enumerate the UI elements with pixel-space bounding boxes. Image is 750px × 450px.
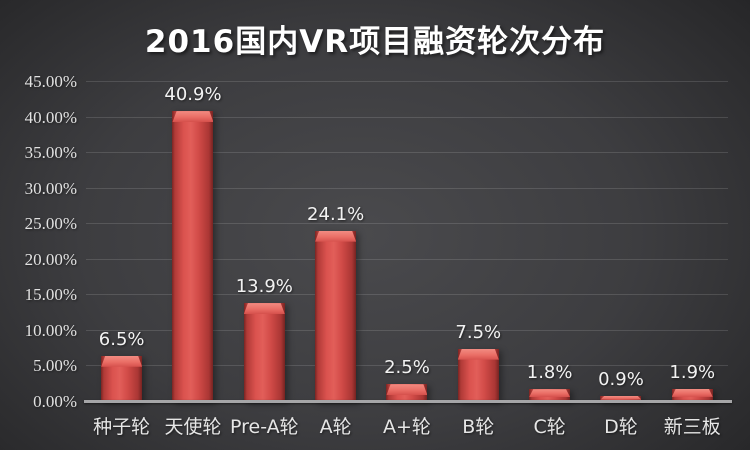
bar: 1.9% <box>669 362 715 402</box>
gridline <box>86 258 728 260</box>
plot-area: 0.00% 5.00% 10.00% 15.00% 20.00% 25.00% 30.00%… <box>25 72 732 438</box>
bar-top-bevel <box>386 384 428 396</box>
y-axis-tick-label: 10.00% <box>24 320 77 340</box>
y-axis-tick-label: 25.00% <box>24 214 77 234</box>
gridline <box>86 365 728 367</box>
y-axis-tick-label: 45.00% <box>24 72 77 91</box>
x-axis-category-label: A+轮 <box>383 416 431 438</box>
bar: 6.5% <box>99 329 145 402</box>
bar-top-bevel <box>243 303 285 315</box>
bar: 2.5% <box>384 357 430 402</box>
y-axis-tick-label: 30.00% <box>24 178 77 198</box>
x-axis-category-label: Pre-A轮 <box>229 416 299 438</box>
y-axis-tick-label: 40.00% <box>24 107 77 127</box>
bar-top-bevel <box>600 395 642 400</box>
bar: 13.9% <box>236 276 293 402</box>
x-axis-category-label: D轮 <box>604 416 638 438</box>
bar: 0.9% <box>598 369 644 402</box>
x-axis-category-label: A轮 <box>319 416 352 438</box>
bar-series: 6.5% 40.9% 13.9% 24.1% 2.5% 7.5% 1.8% 0.9% 1.9% <box>86 82 728 402</box>
gridline <box>86 329 728 331</box>
bar-top-bevel <box>101 355 143 367</box>
bar: 40.9% <box>164 84 222 402</box>
bar-value-label: 1.9% <box>669 361 716 383</box>
gridline <box>86 81 728 82</box>
x-axis-category-label: 天使轮 <box>164 416 222 438</box>
gridline <box>86 223 728 225</box>
x-axis-category-label: B轮 <box>462 416 495 438</box>
bar-value-label: 13.9% <box>235 276 293 298</box>
bar-value-label: 24.1% <box>307 203 365 225</box>
y-axis-tick-label: 0.00% <box>33 392 77 411</box>
bar-value-label: 0.9% <box>598 368 644 390</box>
chart-title: 2016国内VR项目融资轮次分布 <box>144 24 606 60</box>
bar-top-bevel <box>457 348 499 360</box>
gridline <box>86 294 728 296</box>
bar-value-label: 6.5% <box>98 328 145 350</box>
x-axis-category-label: C轮 <box>533 416 566 438</box>
y-axis-tick-label: 20.00% <box>24 249 77 269</box>
bar-top-bevel <box>315 230 357 242</box>
gridline <box>86 152 728 154</box>
y-axis-tick-label: 35.00% <box>24 143 77 163</box>
bar-top-bevel <box>529 389 571 398</box>
y-axis-tick-label: 15.00% <box>24 285 77 305</box>
bar: 24.1% <box>307 204 364 402</box>
gridline <box>86 187 728 189</box>
bar-value-label: 7.5% <box>455 321 502 343</box>
x-axis-category-label: 种子轮 <box>93 416 151 438</box>
bar-value-label: 1.8% <box>526 362 573 384</box>
gridline <box>86 116 728 118</box>
bar-top-bevel <box>172 111 214 123</box>
bar: 1.8% <box>527 362 572 402</box>
x-axis-category-label: 新三板 <box>663 416 721 438</box>
x-axis-line <box>84 400 732 403</box>
bar-value-label: 2.5% <box>384 357 430 379</box>
bar-value-label: 40.9% <box>164 84 222 106</box>
x-axis-category-labels: 种子轮 天使轮 Pre-A轮 A轮 A+轮 B轮 C轮 D轮 新三板 <box>86 412 728 439</box>
bar: 7.5% <box>455 322 501 402</box>
y-axis-tick-label: 5.00% <box>33 356 77 376</box>
bar-top-bevel <box>671 388 713 397</box>
